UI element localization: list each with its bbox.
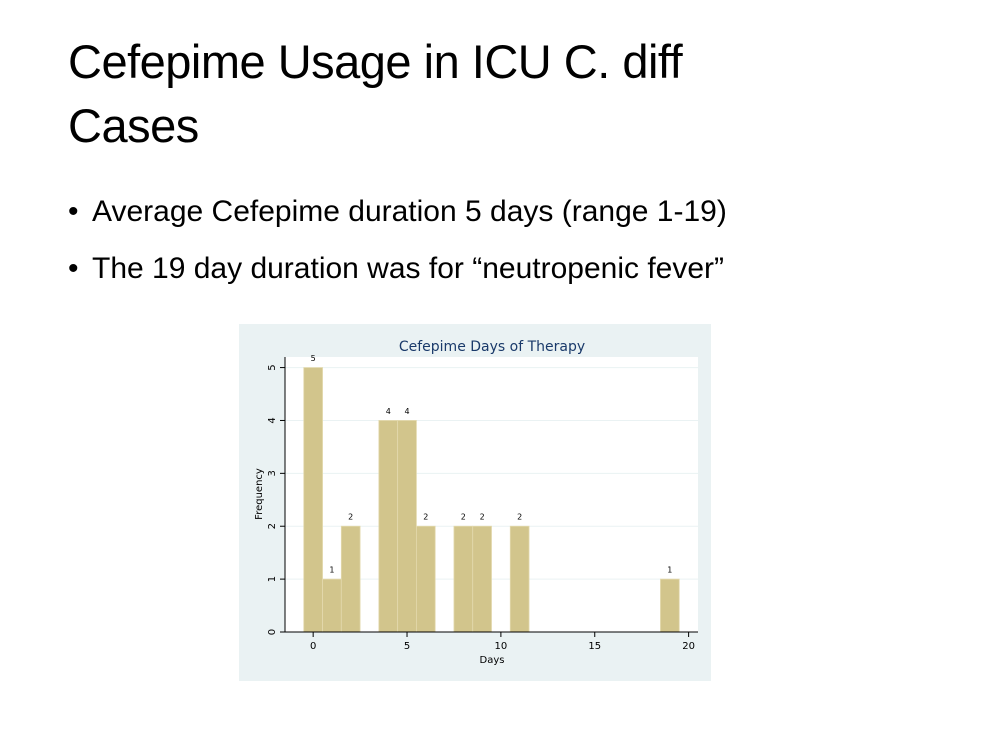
y-tick-label: 1 [267,576,278,582]
y-axis-label: Frequency [254,468,265,520]
data-label: 2 [517,513,522,522]
bar [303,367,323,633]
bar [416,525,436,633]
bullet: Average Cefepime duration 5 days (range … [68,190,727,247]
bar [340,525,361,633]
x-tick-label: 15 [588,641,601,652]
chart-title: Cefepime Days of Therapy [399,339,585,355]
data-label: 2 [480,513,485,522]
bar [509,525,530,633]
y-tick-label: 2 [267,523,278,529]
data-label: 2 [423,513,428,522]
bar [660,578,680,633]
y-tick-label: 5 [267,364,278,370]
chart: Cefepime Days of Therapy Days Frequency … [239,324,711,681]
y-tick-label: 0 [267,629,278,635]
bar [378,420,399,633]
bar [397,420,417,633]
x-tick-label: 0 [310,641,316,652]
data-label: 5 [311,354,316,363]
x-tick-label: 10 [495,641,508,652]
bullet: The 19 day duration was for “neutropenic… [68,247,727,304]
data-label: 4 [404,407,409,416]
bar [453,525,474,633]
data-label: 1 [667,566,672,575]
data-label: 1 [329,566,334,575]
x-axis-label: Days [480,655,505,666]
y-tick-label: 3 [267,470,278,476]
data-label: 2 [348,513,353,522]
data-label: 2 [461,513,466,522]
bar [472,525,492,633]
y-tick-label: 4 [267,417,278,423]
data-label: 4 [386,407,391,416]
x-tick-label: 20 [682,641,695,652]
slide-title: Cefepime Usage in ICU C. diff Cases [68,35,683,152]
bar [322,578,342,633]
x-tick-label: 5 [404,641,410,652]
bullet-list: Average Cefepime duration 5 days (range … [68,190,727,304]
